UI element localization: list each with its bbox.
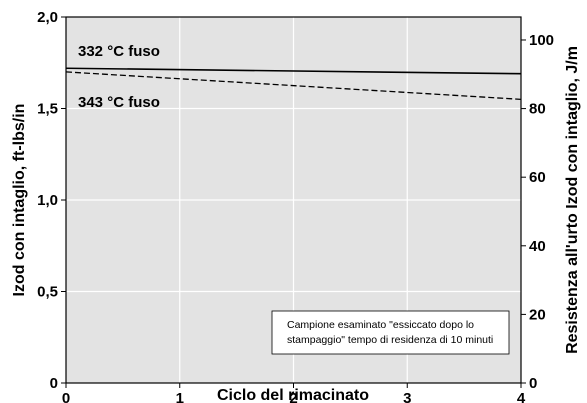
x-tick-label-0: 0	[62, 390, 70, 403]
series-line-0	[65, 67, 522, 75]
grid-lines	[66, 17, 521, 383]
y-tick-label-4: 2,0	[37, 9, 58, 26]
series-line-1	[65, 71, 522, 100]
y2-tick-label-3: 60	[529, 169, 546, 186]
annotation-line-2: stampaggio" tempo di residenza di 10 min…	[287, 334, 493, 346]
x-tick-label-3: 3	[403, 390, 411, 403]
y2-tick-label-2: 40	[529, 238, 546, 255]
x-tick-label-4: 4	[517, 390, 526, 403]
y-tick-label-3: 1,5	[37, 101, 58, 118]
annotation-frame	[271, 310, 510, 355]
y-axis-title: Izod con intaglio, ft-lbs/in	[11, 104, 28, 297]
y-tick-label-1: 0,5	[37, 284, 58, 301]
series-layer	[65, 67, 522, 100]
y2-tick-label-4: 80	[529, 101, 546, 118]
annotation-box: Campione esaminato "essiccato dopo lo st…	[271, 310, 510, 355]
y2-tick-label-1: 20	[529, 306, 546, 323]
y-tick-label-0: 0	[50, 375, 58, 392]
annotation-line-1: Campione esaminato "essiccato dopo lo	[287, 319, 474, 331]
series-label-343: 343 °C fuso	[78, 94, 160, 111]
y2-tick-label-5: 100	[529, 32, 554, 49]
y-tick-label-2: 1,0	[37, 192, 58, 209]
y2-tick-label-0: 0	[529, 375, 537, 392]
x-axis-title: Ciclo del rimacinato	[217, 387, 369, 403]
x-tick-label-2: 2	[289, 390, 297, 403]
y2-axis-title: Resistenza all'urto Izod con intaglio, J…	[564, 46, 581, 354]
series-label-332: 332 °C fuso	[78, 43, 160, 60]
x-tick-label-1: 1	[176, 390, 184, 403]
